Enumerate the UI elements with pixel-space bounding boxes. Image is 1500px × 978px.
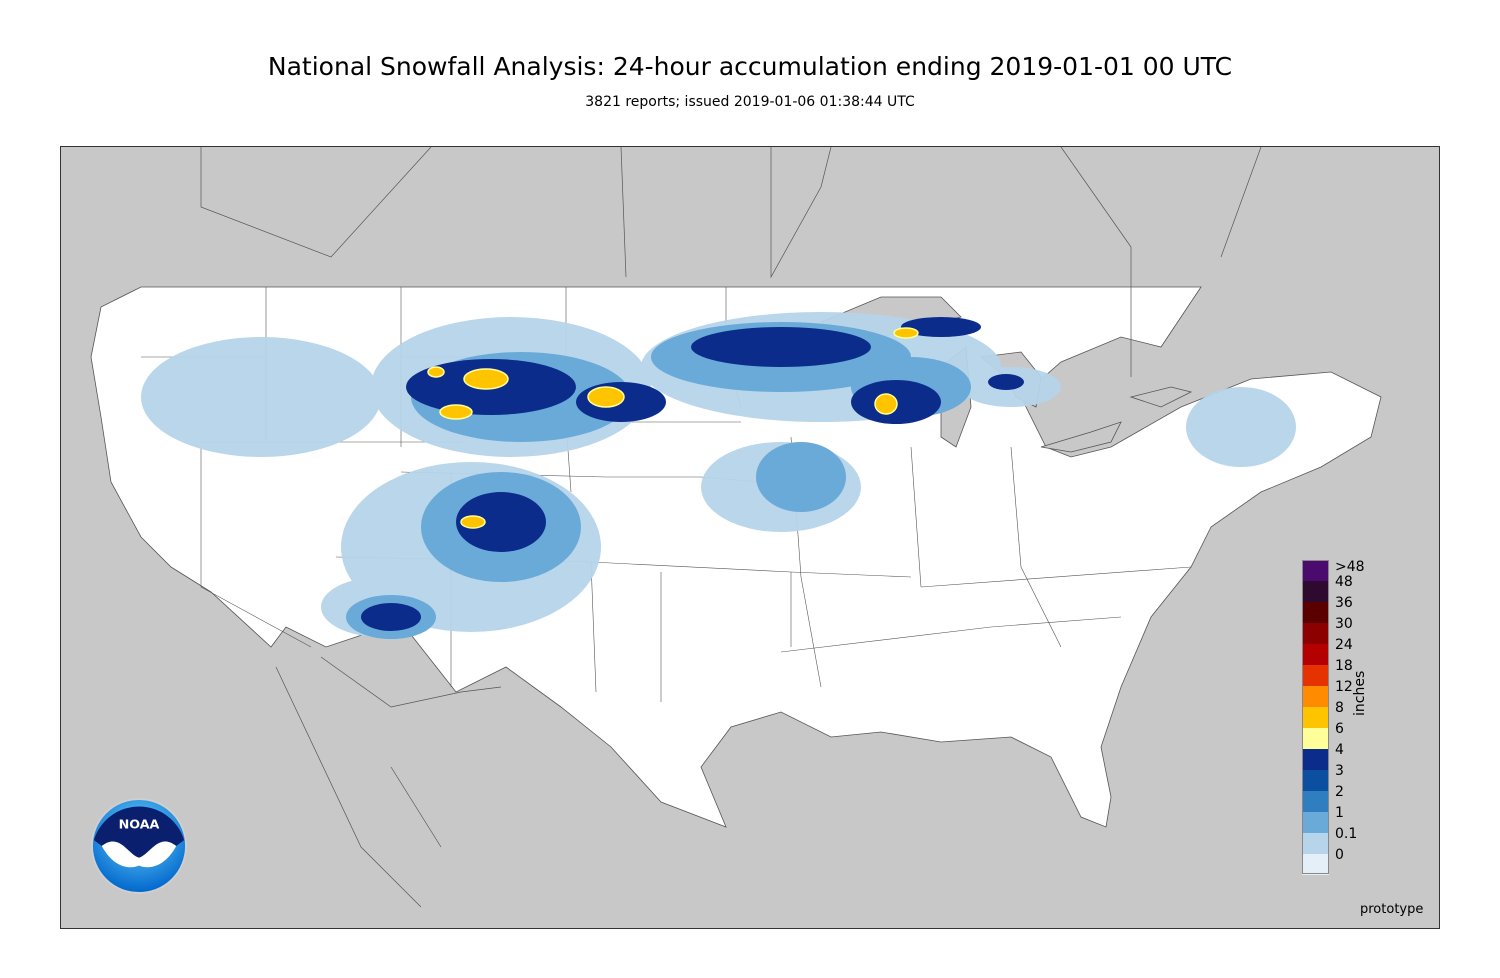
legend-label: 48 <box>1335 574 1353 590</box>
legend-swatch <box>1302 854 1329 875</box>
legend-label: 0.1 <box>1335 826 1358 842</box>
snow-extreme <box>427 327 919 529</box>
legend-swatch <box>1302 602 1329 623</box>
legend-swatch <box>1302 644 1329 665</box>
legend-label: >48 <box>1335 559 1365 575</box>
map-canvas <box>61 147 1382 908</box>
legend-label: 3 <box>1335 763 1344 779</box>
prototype-watermark: prototype <box>1360 902 1424 917</box>
legend-swatch <box>1302 749 1329 770</box>
legend-label: 18 <box>1335 658 1353 674</box>
legend-swatch <box>1302 707 1329 728</box>
map-title: National Snowfall Analysis: 24-hour accu… <box>267 52 1233 81</box>
legend-swatch <box>1302 833 1329 854</box>
legend-swatch <box>1302 791 1329 812</box>
legend-swatch <box>1302 560 1329 581</box>
legend-swatch <box>1302 581 1329 602</box>
legend-swatch <box>1302 812 1329 833</box>
legend-units: inches <box>1352 670 1368 716</box>
legend-label: 12 <box>1335 679 1353 695</box>
legend-label: 36 <box>1335 595 1353 611</box>
legend-label: 4 <box>1335 742 1344 758</box>
legend-label: 1 <box>1335 805 1344 821</box>
legend-label: 30 <box>1335 616 1353 632</box>
legend-label: 8 <box>1335 700 1344 716</box>
map-subtitle: 3821 reports; issued 2019-01-06 01:38:44… <box>585 94 915 110</box>
snowfall-map <box>60 146 1440 929</box>
legend-swatch <box>1302 665 1329 686</box>
legend-label: 2 <box>1335 784 1344 800</box>
noaa-logo-text: NOAA <box>119 817 160 832</box>
noaa-logo-icon: NOAA <box>90 797 188 895</box>
legend-swatch <box>1302 623 1329 644</box>
legend-swatch <box>1302 686 1329 707</box>
legend-frame <box>1302 560 1329 874</box>
legend-label: 0 <box>1335 847 1344 863</box>
legend-swatch <box>1302 728 1329 749</box>
legend-swatch <box>1302 770 1329 791</box>
legend-label: 6 <box>1335 721 1344 737</box>
national-borders <box>200 147 1262 908</box>
legend-label: 24 <box>1335 637 1353 653</box>
